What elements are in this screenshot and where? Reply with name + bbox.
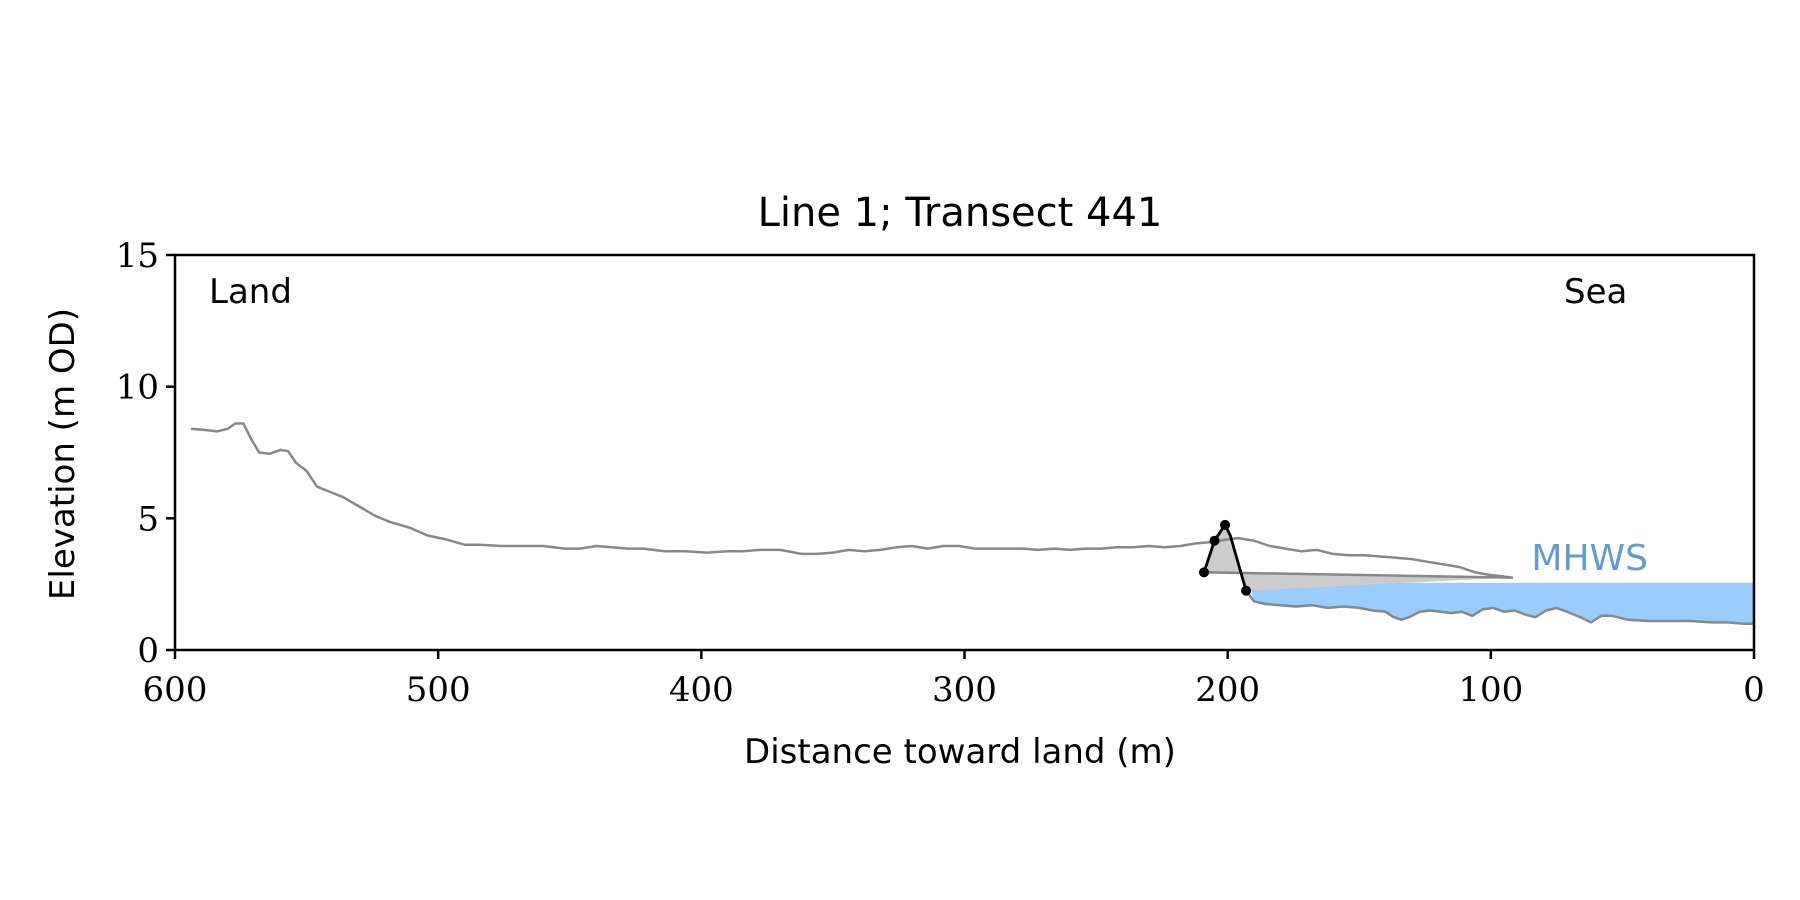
x-tick-label: 200	[1195, 670, 1260, 710]
annotation-land: Land	[209, 272, 292, 312]
dune-point	[1241, 585, 1252, 596]
y-tick-label: 10	[116, 368, 159, 408]
y-tick-label: 5	[137, 499, 159, 539]
x-tick-label: 500	[406, 670, 471, 710]
x-tick-label: 600	[143, 670, 208, 710]
x-tick-label: 0	[1743, 670, 1765, 710]
x-tick-label: 300	[932, 670, 997, 710]
x-tick-label: 100	[1458, 670, 1523, 710]
y-axis: 0 5 10 15	[116, 236, 175, 671]
y-tick-label: 0	[137, 631, 159, 671]
dune-point	[1198, 567, 1209, 578]
x-axis-label: Distance toward land (m)	[744, 732, 1176, 772]
sea-fill	[1248, 582, 1754, 624]
chart-title: Line 1; Transect 441	[758, 190, 1163, 236]
annotation-sea: Sea	[1564, 272, 1627, 312]
y-axis-label: Elevation (m OD)	[43, 308, 83, 600]
profile-line-land	[190, 422, 1514, 579]
dune-point	[1220, 519, 1231, 530]
x-axis: 600 500 400 300 200 100 0	[143, 650, 1765, 710]
plot-area	[190, 422, 1754, 625]
x-tick-label: 400	[669, 670, 734, 710]
y-tick-label: 15	[116, 236, 159, 276]
plot-frame	[173, 253, 1756, 652]
dune-fill	[1204, 524, 1512, 591]
dune-point	[1209, 535, 1220, 546]
profile-line-sea	[1245, 590, 1754, 625]
mhws-label: MHWS	[1531, 538, 1648, 579]
